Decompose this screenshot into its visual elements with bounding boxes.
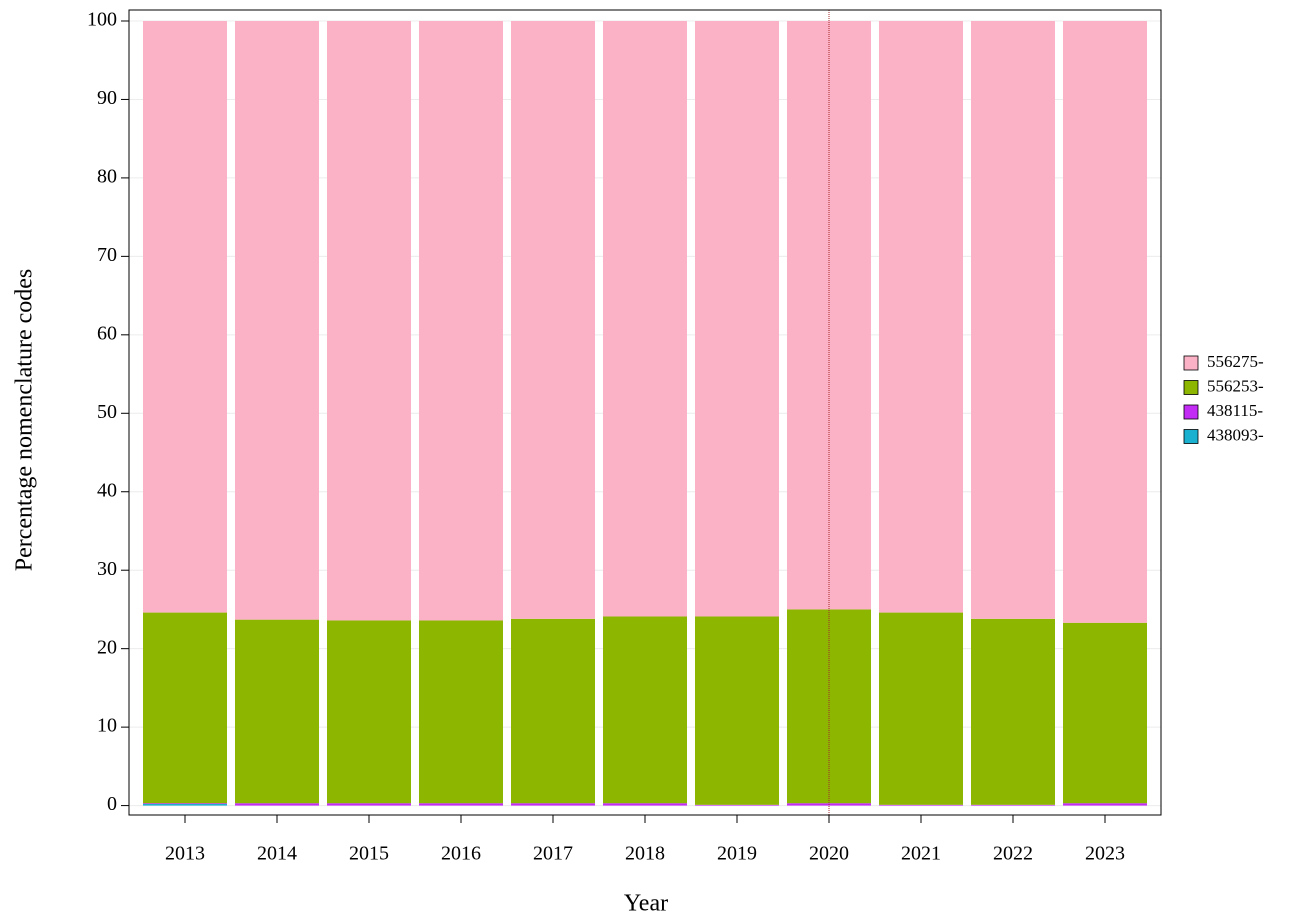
x-tick-label: 2021 [901, 843, 941, 865]
y-tick-label: 100 [87, 9, 117, 31]
bar-segment [143, 612, 227, 804]
legend-swatch [1183, 380, 1199, 395]
y-tick-label: 70 [97, 244, 117, 266]
legend-swatch [1183, 404, 1199, 420]
x-axis-label: Year [624, 891, 668, 917]
plot-frame [128, 9, 1162, 816]
x-tick-label: 2015 [349, 843, 389, 865]
bar-segment [879, 612, 963, 805]
y-tick-label: 40 [97, 479, 117, 501]
bar-segment [511, 803, 595, 806]
bar-segment [1063, 20, 1147, 623]
bar-segment [235, 619, 319, 804]
y-tick-label: 10 [97, 715, 117, 737]
x-tick-label: 2013 [165, 843, 205, 865]
bar-segment [235, 20, 319, 620]
bar-segment [971, 618, 1055, 805]
bar-segment [603, 803, 687, 806]
legend-label: 556253- [1207, 376, 1264, 395]
bar-segment [1063, 622, 1147, 804]
legend-swatch [1183, 355, 1199, 371]
x-tick-label: 2018 [625, 843, 665, 865]
y-tick-label: 0 [107, 793, 117, 815]
bar-segment [695, 616, 779, 805]
y-tick-label: 80 [97, 165, 117, 187]
x-tick-label: 2020 [809, 843, 849, 865]
bar-segment [971, 804, 1055, 806]
y-tick-label: 20 [97, 636, 117, 658]
legend-label: 438093- [1207, 425, 1264, 444]
bar-segment [695, 804, 779, 806]
bar-segment [419, 620, 503, 804]
bar-segment [879, 20, 963, 613]
bar-segment [603, 616, 687, 804]
bar-segment [143, 20, 227, 613]
y-tick-label: 30 [97, 558, 117, 580]
y-tick-label: 50 [97, 401, 117, 423]
bar-segment [879, 804, 963, 806]
bar-segment [327, 620, 411, 804]
bar-segment [419, 803, 503, 806]
bar-segment [511, 20, 595, 619]
x-tick-label: 2023 [1085, 843, 1125, 865]
bar-segment [787, 20, 871, 610]
bar-segment [511, 618, 595, 804]
x-tick-label: 2017 [533, 843, 573, 865]
x-tick-label: 2019 [717, 843, 757, 865]
bar-segment [1063, 803, 1147, 806]
legend-label: 438115- [1207, 401, 1263, 420]
legend-label: 556275- [1207, 352, 1264, 371]
bar-segment [235, 803, 319, 806]
bar-segment [419, 20, 503, 621]
bar-segment [143, 803, 227, 805]
y-axis-label: Percentage nomenclature codes [12, 269, 38, 572]
bar-segment [327, 20, 411, 621]
bar-segment [143, 804, 227, 806]
legend-swatch [1183, 429, 1199, 444]
bar-segment [971, 20, 1055, 619]
bar-segment [695, 20, 779, 617]
x-tick-label: 2016 [441, 843, 481, 865]
y-tick-label: 90 [97, 87, 117, 109]
bar-segment [327, 803, 411, 806]
bar-segment [603, 20, 687, 617]
y-tick-label: 60 [97, 322, 117, 344]
x-tick-label: 2014 [257, 843, 297, 865]
x-tick-label: 2022 [993, 843, 1033, 865]
